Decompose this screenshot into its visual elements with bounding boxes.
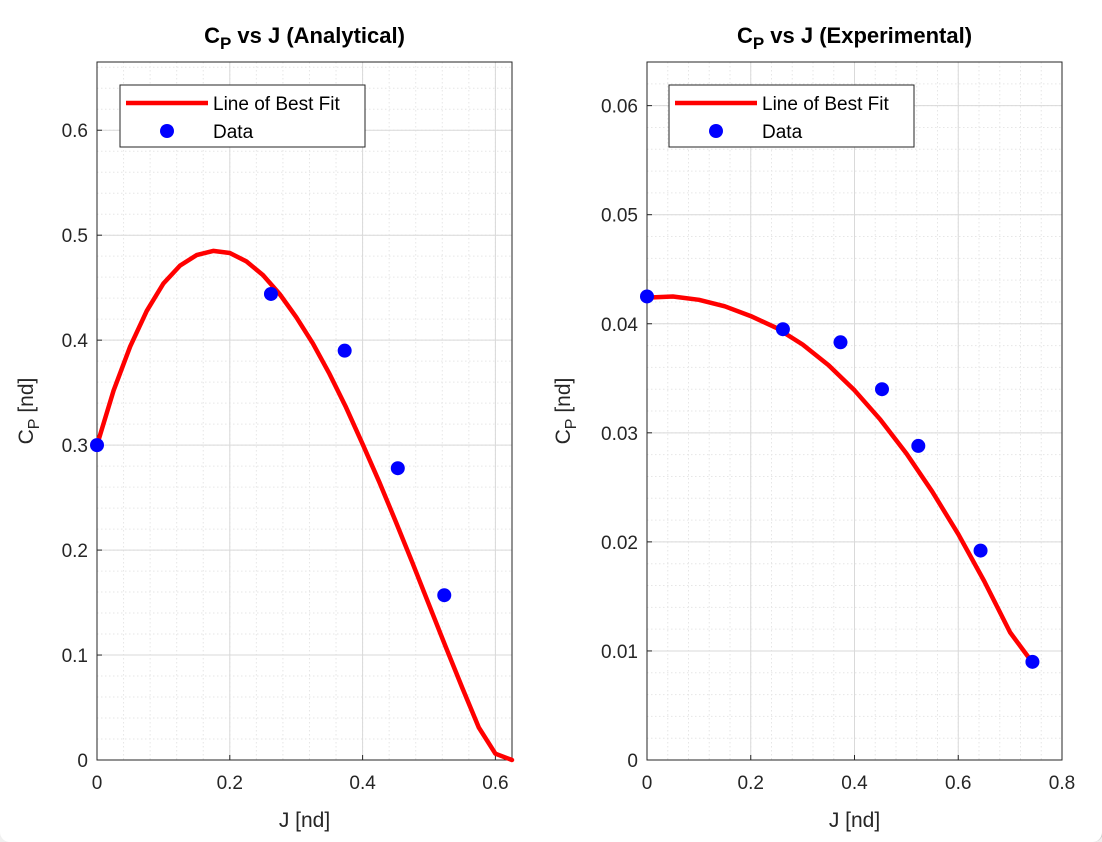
x-tick-label: 0: [92, 773, 103, 794]
best-fit-line: [94, 248, 515, 763]
data-point: [1025, 654, 1040, 669]
x-tick-label: 0.6: [482, 773, 508, 794]
x-tick-label: 0.2: [738, 773, 764, 794]
y-axis-label: CP [nd]: [552, 378, 580, 445]
chart-1: 0 0.2 0.4 0.600.10.20.30.40.50.6CP vs J (An…: [15, 23, 515, 832]
axes-frame: [96, 61, 513, 761]
y-tick-label: 0.03: [601, 424, 638, 445]
y-axis-label-rest: [nd]: [552, 378, 575, 419]
y-tick-label: 0.06: [601, 97, 638, 118]
y-axis-label-main: C: [552, 429, 575, 444]
x-tick-label: 0: [642, 773, 653, 794]
data-point: [390, 461, 405, 476]
x-axis-label: J [nd]: [279, 809, 330, 832]
legend-marker-swatch: [709, 124, 723, 138]
legend-entry-data: Data: [762, 122, 803, 143]
y-axis-label-rest: [nd]: [15, 378, 38, 419]
chart-title-rest: vs J (Analytical): [231, 23, 405, 48]
minor-grid: [647, 62, 1062, 760]
chart-title: CP vs J (Experimental): [737, 23, 972, 53]
data-point: [640, 289, 654, 304]
data-point: [874, 382, 889, 397]
data-point: [263, 286, 278, 301]
y-tick-label: 0.1: [62, 646, 88, 667]
y-tick-label: 0.2: [62, 541, 88, 562]
y-tick-label: 0.02: [601, 533, 638, 554]
legend-box: [668, 84, 915, 148]
data-point: [911, 438, 926, 453]
y-tick-label: 0.6: [62, 121, 88, 142]
y-tick-label: 0: [77, 751, 88, 772]
y-tick-label: 0.4: [62, 331, 89, 352]
legend-box: [119, 84, 366, 148]
y-axis-label: CP [nd]: [15, 378, 43, 445]
y-tick-label: 0: [627, 751, 638, 772]
y-tick-label: 0.05: [601, 206, 638, 227]
legend: Line of Best Fit Data: [668, 84, 915, 148]
legend-entry-best-fit: Line of Best Fit: [762, 94, 889, 115]
chart-title-subscript: P: [753, 34, 764, 53]
x-tick-label: 0.2: [217, 773, 243, 794]
y-axis-label-main: C: [15, 429, 38, 444]
y-tick-label: 0.01: [601, 642, 638, 663]
legend: Line of Best Fit Data: [119, 84, 366, 148]
x-tick-label: 0.8: [1049, 773, 1075, 794]
data-point: [90, 438, 104, 453]
y-axis-label-subscript: P: [26, 419, 43, 430]
chart-2: 0 0.2 0.4 0.6 0.800.010.020.030.040.050.06CP…: [552, 23, 1075, 832]
x-tick-label: 0.6: [945, 773, 971, 794]
data-point: [437, 588, 452, 603]
chart-title-main: C: [204, 23, 220, 48]
x-axis-label: J [nd]: [829, 809, 880, 832]
chart-title-rest: vs J (Experimental): [764, 23, 972, 48]
y-axis-label-subscript: P: [563, 419, 580, 430]
legend-entry-data: Data: [213, 122, 254, 143]
legend-marker-swatch: [160, 124, 174, 138]
y-tick-label: 0.3: [62, 436, 88, 457]
data-point: [337, 343, 352, 358]
best-fit-line: [644, 294, 1036, 667]
chart-title-subscript: P: [220, 34, 231, 53]
y-tick-label: 0.5: [62, 226, 88, 247]
data-point: [833, 335, 848, 350]
x-tick-label: 0.4: [349, 773, 376, 794]
chart-title-main: C: [737, 23, 753, 48]
y-tick-label: 0.04: [601, 315, 638, 336]
data-point: [775, 322, 790, 337]
data-point: [973, 543, 988, 558]
x-tick-label: 0.4: [841, 773, 868, 794]
legend-entry-best-fit: Line of Best Fit: [213, 94, 340, 115]
chart-title: CP vs J (Analytical): [204, 23, 405, 53]
